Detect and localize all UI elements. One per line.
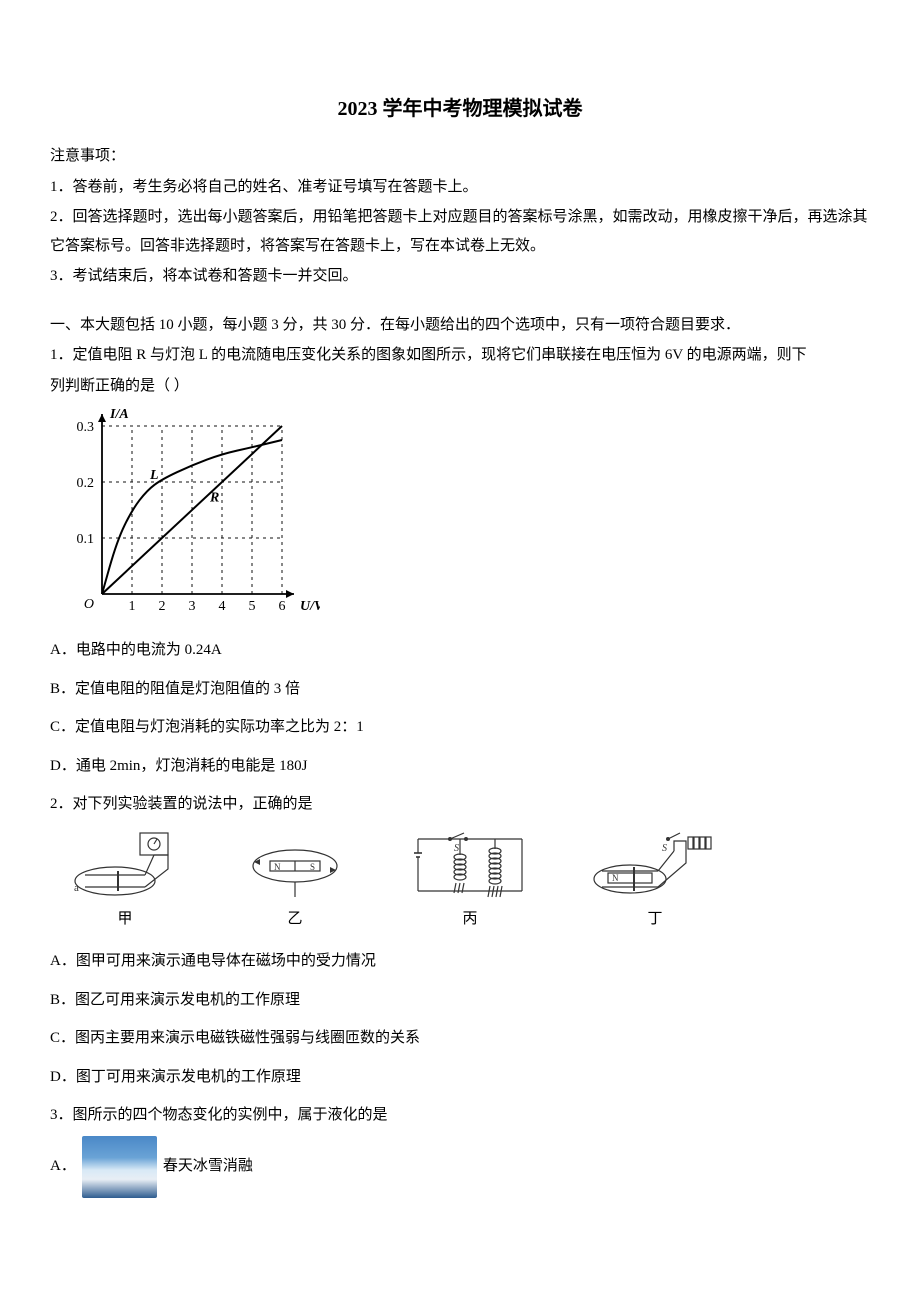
iv-chart: 1 2 3 4 5 6 0.1 0.2 0.3 O U/V I/A L R xyxy=(50,406,320,626)
svg-text:U/V: U/V xyxy=(300,599,320,614)
q2-diagram-ding: NS 丁 xyxy=(590,831,720,934)
q1-option-b: B．定值电阻的阻值是灯泡阻值的 3 倍 xyxy=(50,675,870,704)
q1-stem-line2: 列判断正确的是（ ） xyxy=(50,372,870,401)
q3-option-a-thumb xyxy=(82,1136,157,1198)
notice-item: 1．答卷前，考生务必将自己的姓名、准考证号填写在答题卡上。 xyxy=(50,173,870,202)
svg-text:L: L xyxy=(149,468,159,483)
svg-text:3: 3 xyxy=(189,599,196,614)
q3-option-a-prefix: A． xyxy=(50,1152,76,1181)
svg-text:S: S xyxy=(454,843,459,854)
q2-option-b: B．图乙可用来演示发电机的工作原理 xyxy=(50,986,870,1015)
notice-item: 2．回答选择题时，选出每小题答案后，用铅笔把答题卡上对应题目的答案标号涂黑，如需… xyxy=(50,203,870,260)
exam-page: 2023 学年中考物理模拟试卷 注意事项： 1．答卷前，考生务必将自己的姓名、准… xyxy=(0,0,920,1302)
q2-option-a: A．图甲可用来演示通电导体在磁场中的受力情况 xyxy=(50,947,870,976)
q2-stem: 2．对下列实验装置的说法中，正确的是 xyxy=(50,790,870,819)
svg-text:N: N xyxy=(612,873,619,883)
q2-option-d: D．图丁可用来演示发电机的工作原理 xyxy=(50,1063,870,1092)
q3-stem: 3．图所示的四个物态变化的实例中，属于液化的是 xyxy=(50,1101,870,1130)
experiment-yi-icon: NS xyxy=(240,831,350,901)
q1-stem-line1: 1．定值电阻 R 与灯泡 L 的电流随电压变化关系的图象如图所示，现将它们串联接… xyxy=(50,341,870,370)
svg-text:N: N xyxy=(274,862,281,872)
q2-label-jia: 甲 xyxy=(117,905,132,934)
page-title: 2023 学年中考物理模拟试卷 xyxy=(50,90,870,128)
svg-text:5: 5 xyxy=(249,599,256,614)
experiment-jia-icon: a xyxy=(70,831,180,901)
svg-text:R: R xyxy=(209,491,219,506)
q2-diagram-jia: a 甲 xyxy=(70,831,180,934)
svg-text:O: O xyxy=(84,597,94,612)
experiment-ding-icon: NS xyxy=(590,831,720,901)
q1-option-d: D．通电 2min，灯泡消耗的电能是 180J xyxy=(50,752,870,781)
q3-option-a-text: 春天冰雪消融 xyxy=(163,1152,253,1181)
q2-diagram-row: a 甲 NS 乙 S 丙 NS 丁 xyxy=(50,821,870,938)
q2-option-c: C．图丙主要用来演示电磁铁磁性强弱与线圈匝数的关系 xyxy=(50,1024,870,1053)
svg-text:a: a xyxy=(74,882,79,894)
notice-item: 3．考试结束后，将本试卷和答题卡一并交回。 xyxy=(50,262,870,291)
q1-option-c: C．定值电阻与灯泡消耗的实际功率之比为 2：1 xyxy=(50,713,870,742)
svg-text:6: 6 xyxy=(279,599,286,614)
svg-text:0.3: 0.3 xyxy=(77,420,95,435)
q1-option-a: A．电路中的电流为 0.24A xyxy=(50,636,870,665)
svg-text:I/A: I/A xyxy=(109,407,129,422)
svg-text:S: S xyxy=(310,862,315,872)
experiment-bing-icon: S xyxy=(410,831,530,901)
section-intro: 一、本大题包括 10 小题，每小题 3 分，共 30 分．在每小题给出的四个选项… xyxy=(50,311,870,340)
svg-text:S: S xyxy=(662,843,667,854)
q2-label-yi: 乙 xyxy=(287,905,302,934)
svg-text:0.2: 0.2 xyxy=(77,476,95,491)
q2-diagram-yi: NS 乙 xyxy=(240,831,350,934)
svg-text:2: 2 xyxy=(159,599,166,614)
q2-diagram-bing: S 丙 xyxy=(410,831,530,934)
q1-chart: 1 2 3 4 5 6 0.1 0.2 0.3 O U/V I/A L R xyxy=(50,406,870,626)
q2-label-bing: 丙 xyxy=(462,905,477,934)
q3-option-a-row: A． 春天冰雪消融 xyxy=(50,1136,870,1198)
q2-label-ding: 丁 xyxy=(647,905,662,934)
svg-text:4: 4 xyxy=(219,599,226,614)
notice-heading: 注意事项： xyxy=(50,142,870,171)
spacer xyxy=(50,293,870,309)
svg-text:1: 1 xyxy=(129,599,136,614)
svg-text:0.1: 0.1 xyxy=(77,532,95,547)
